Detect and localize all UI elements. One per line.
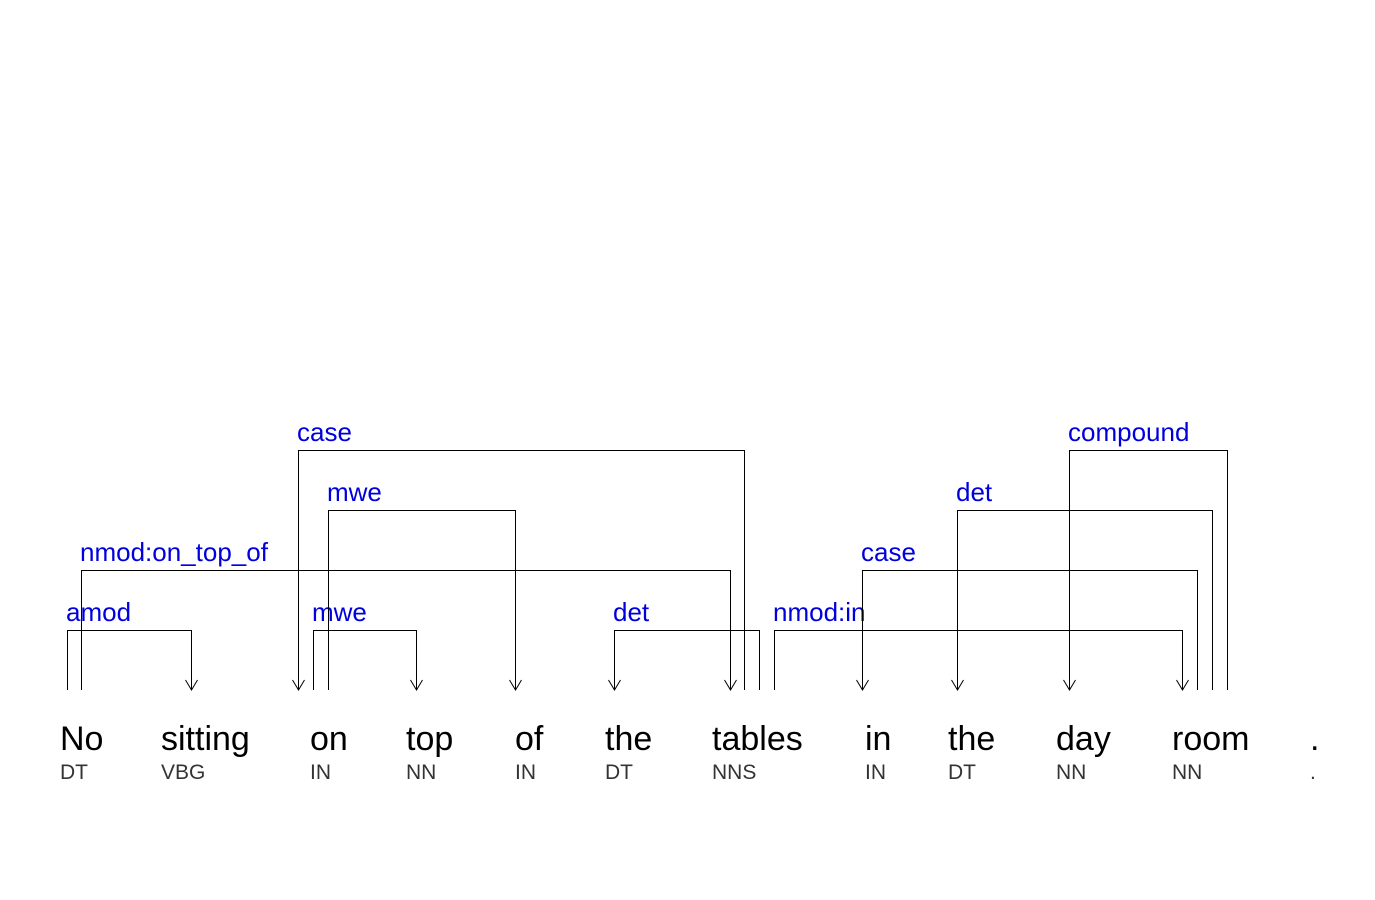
token-word: day <box>1056 720 1111 758</box>
token-pos-tag: IN <box>865 761 886 784</box>
token-7: in IN <box>865 720 891 784</box>
arcs-layer: amod mwe det nmod:in nmod:on_top_of case mwe de… <box>66 417 1228 691</box>
arrowhead <box>410 679 423 691</box>
token-pos-tag: NNS <box>712 761 756 784</box>
token-3: top NN <box>406 720 453 784</box>
arrowhead <box>724 679 737 691</box>
arc-mwe-1: mwe <box>312 597 423 691</box>
arc-nmod-on-top-of-4: nmod:on_top_of <box>80 537 737 691</box>
token-word: sitting <box>161 720 250 758</box>
token-pos-tag: IN <box>310 761 331 784</box>
arc-label: case <box>297 417 352 447</box>
token-5: the DT <box>605 720 652 784</box>
arc-line <box>1069 450 1228 690</box>
token-word: top <box>406 720 453 758</box>
arc-label: det <box>956 477 993 507</box>
token-word: the <box>605 720 652 758</box>
token-word: of <box>515 720 544 758</box>
arrowhead <box>608 679 621 691</box>
token-pos-tag: . <box>1310 761 1316 784</box>
arc-label: case <box>861 537 916 567</box>
arc-line <box>614 630 760 690</box>
arc-label: compound <box>1068 417 1189 447</box>
arc-line <box>774 630 1183 690</box>
arc-det-7: det <box>951 477 1213 691</box>
token-word: . <box>1310 720 1319 758</box>
token-pos-tag: NN <box>406 761 436 784</box>
arrowhead <box>509 679 522 691</box>
token-pos-tag: DT <box>60 761 88 784</box>
token-pos-tag: DT <box>948 761 976 784</box>
arc-case-5: case <box>856 537 1198 691</box>
token-pos-tag: NN <box>1172 761 1202 784</box>
token-9: day NN <box>1056 720 1111 784</box>
arrowhead <box>1063 679 1076 691</box>
token-1: sitting VBG <box>161 720 250 784</box>
arrowhead <box>1176 679 1189 691</box>
token-word: on <box>310 720 348 758</box>
token-pos-tag: IN <box>515 761 536 784</box>
arc-line <box>298 450 745 690</box>
arc-nmod-in-3: nmod:in <box>773 597 1189 691</box>
token-0: No DT <box>60 720 103 784</box>
arc-label: nmod:in <box>773 597 866 627</box>
arc-line <box>328 510 516 690</box>
arc-line <box>862 570 1198 690</box>
arrowhead <box>856 679 869 691</box>
arc-line <box>957 510 1213 690</box>
token-11: .. <box>1310 720 1319 784</box>
arc-case-8: case <box>292 417 745 691</box>
arc-compound-9: compound <box>1063 417 1228 691</box>
arc-label: amod <box>66 597 131 627</box>
token-word: tables <box>712 720 803 758</box>
arc-line <box>67 630 192 690</box>
arc-line <box>81 570 731 690</box>
token-word: the <box>948 720 995 758</box>
tokens-layer: No DT sitting VBG on IN top NN of IN the DT tables NN… <box>60 720 1319 784</box>
arc-line <box>313 630 417 690</box>
arrowhead <box>951 679 964 691</box>
arc-label: mwe <box>312 597 367 627</box>
arc-label: nmod:on_top_of <box>80 537 269 567</box>
arrowhead <box>292 679 305 691</box>
token-pos-tag: NN <box>1056 761 1086 784</box>
token-10: room NN <box>1172 720 1249 784</box>
arc-det-2: det <box>608 597 760 691</box>
token-word: No <box>60 720 103 758</box>
arc-label: mwe <box>327 477 382 507</box>
token-word: room <box>1172 720 1249 758</box>
arc-label: det <box>613 597 650 627</box>
token-2: on IN <box>310 720 348 784</box>
token-pos-tag: DT <box>605 761 633 784</box>
arc-amod-0: amod <box>66 597 198 691</box>
arrowhead <box>185 679 198 691</box>
token-4: of IN <box>515 720 544 784</box>
token-pos-tag: VBG <box>161 761 205 784</box>
token-8: the DT <box>948 720 995 784</box>
arc-mwe-6: mwe <box>327 477 522 691</box>
token-word: in <box>865 720 891 758</box>
token-6: tables NNS <box>712 720 803 784</box>
